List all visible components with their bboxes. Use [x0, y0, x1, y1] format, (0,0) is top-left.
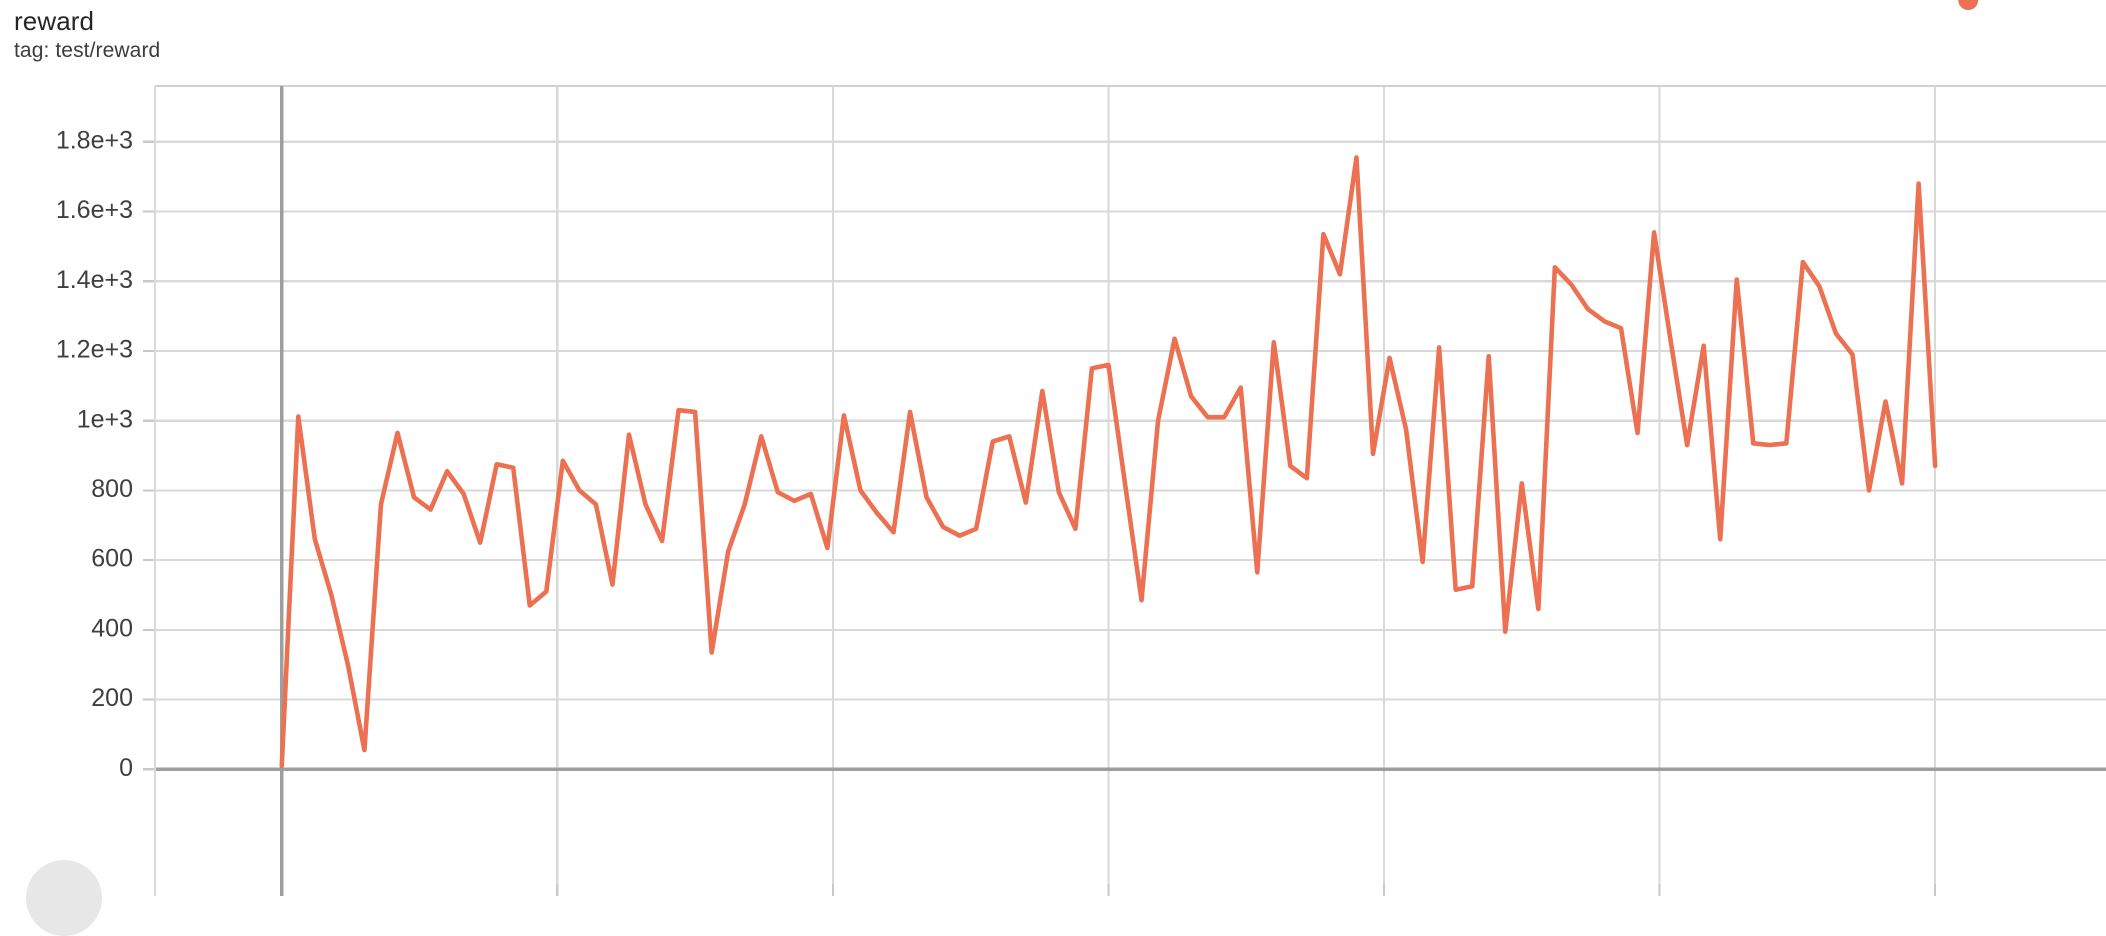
y-tick-label: 1.2e+3	[56, 336, 133, 364]
y-tick-label: 1.4e+3	[56, 266, 133, 294]
y-tick-label: 1.6e+3	[56, 196, 133, 224]
y-tick-label: 1.8e+3	[56, 126, 133, 154]
y-tick-label: 800	[91, 475, 133, 503]
y-axis-labels: 0 200 400 600 800 1e+3 1.2e+3 1.4e+3 1.6e+3 1.8e+…	[56, 126, 133, 782]
page-title: reward	[14, 6, 95, 36]
y-tick-label: 600	[91, 545, 133, 573]
line-chart-svg[interactable]: 0 200 400 600 800 1e+3 1.2e+3 1.4e+3 1.6e+3 1.8e+…	[0, 0, 2106, 898]
corner-control-blob[interactable]	[26, 860, 102, 936]
data-series-group[interactable]	[279, 0, 1979, 769]
chart-tag-label: tag: test/reward	[14, 39, 161, 62]
y-tick-label: 1e+3	[77, 405, 133, 433]
y-tick-label: 400	[91, 614, 133, 642]
gridlines-group	[155, 84, 2106, 884]
series-endpoint-marker-0[interactable]	[1958, 0, 1979, 10]
tickmarks-group	[143, 140, 1937, 896]
series-line-0[interactable]	[279, 155, 1938, 769]
y-tick-label: 200	[91, 684, 133, 712]
plot-area[interactable]: 0 200 400 600 800 1e+3 1.2e+3 1.4e+3 1.6e+3 1.8e+…	[0, 0, 2106, 898]
y-tick-label: 0	[119, 754, 133, 782]
chart-header: reward tag: test/reward	[14, 6, 914, 64]
